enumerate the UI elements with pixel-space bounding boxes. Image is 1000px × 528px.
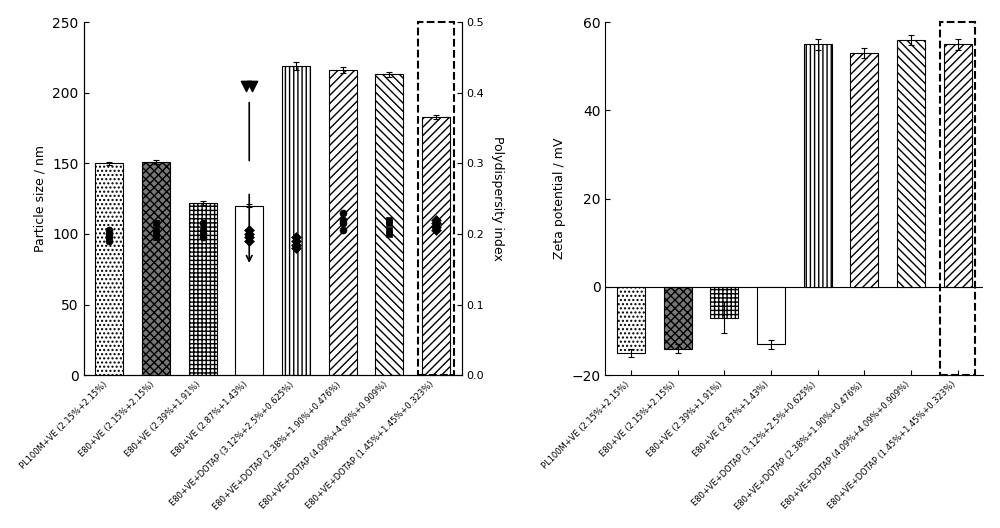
Point xyxy=(335,209,351,217)
Point xyxy=(241,237,257,245)
Point xyxy=(101,237,117,245)
Point xyxy=(101,226,117,234)
Bar xyxy=(422,117,450,375)
Point xyxy=(288,244,304,252)
Point xyxy=(335,219,351,228)
Point xyxy=(428,219,444,228)
Point xyxy=(381,226,397,234)
Bar xyxy=(940,22,975,375)
Y-axis label: Zeta potential / mV: Zeta potential / mV xyxy=(553,138,566,259)
Bar xyxy=(804,44,832,287)
Point xyxy=(148,230,164,238)
Point xyxy=(335,215,351,224)
Bar xyxy=(617,287,645,353)
Y-axis label: Polydispersity index: Polydispersity index xyxy=(491,136,504,261)
Point xyxy=(381,230,397,238)
Point xyxy=(148,233,164,242)
Point xyxy=(241,233,257,242)
Bar xyxy=(95,163,123,375)
Bar xyxy=(897,40,925,287)
Bar xyxy=(757,287,785,344)
Point xyxy=(288,240,304,249)
Point xyxy=(238,81,254,90)
Point xyxy=(381,219,397,228)
Point xyxy=(288,237,304,245)
Bar xyxy=(850,53,878,287)
Point xyxy=(241,226,257,234)
Point xyxy=(428,223,444,231)
Point xyxy=(241,230,257,238)
Bar xyxy=(710,287,738,318)
Point xyxy=(195,230,211,238)
Point xyxy=(381,215,397,224)
Bar xyxy=(329,70,357,375)
Bar xyxy=(418,22,454,375)
Bar xyxy=(664,287,692,348)
Point xyxy=(101,233,117,242)
Point xyxy=(244,81,260,90)
Bar xyxy=(375,74,403,375)
Bar xyxy=(282,66,310,375)
Point xyxy=(335,226,351,234)
Point xyxy=(288,233,304,242)
Point xyxy=(195,226,211,234)
Point xyxy=(148,226,164,234)
Bar xyxy=(235,206,263,375)
Point xyxy=(101,230,117,238)
Y-axis label: Particle size / nm: Particle size / nm xyxy=(34,145,47,252)
Point xyxy=(195,233,211,242)
Bar xyxy=(189,203,217,375)
Point xyxy=(195,219,211,228)
Point xyxy=(148,219,164,228)
Bar xyxy=(944,44,972,287)
Point xyxy=(428,226,444,234)
Bar xyxy=(142,162,170,375)
Point xyxy=(428,215,444,224)
